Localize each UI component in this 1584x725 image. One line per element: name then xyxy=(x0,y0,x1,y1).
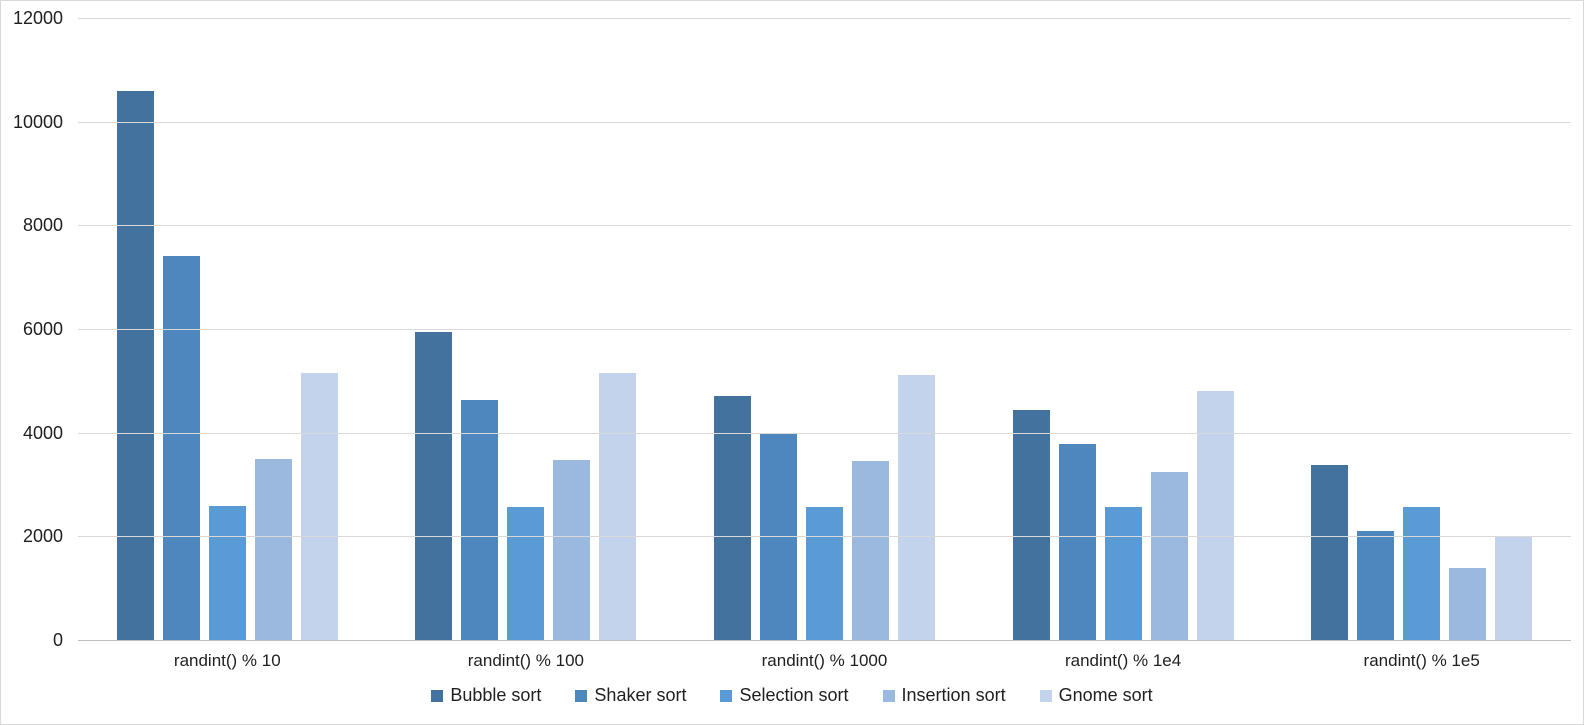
legend-marker-icon xyxy=(575,689,588,702)
x-axis-line xyxy=(78,640,1571,641)
x-tick-label: randint() % 1e4 xyxy=(1064,651,1182,670)
bar-group xyxy=(1272,18,1571,640)
y-tick-label: 6000 xyxy=(22,319,63,339)
bar xyxy=(553,460,591,640)
gridline xyxy=(78,121,1571,123)
legend-item: Selection sort xyxy=(720,685,849,706)
bar xyxy=(254,458,292,640)
bar xyxy=(1449,568,1487,640)
bar xyxy=(713,395,751,640)
legend-item-label: Gnome sort xyxy=(1058,685,1153,705)
legend-item-label: Insertion sort xyxy=(901,685,1006,705)
bar xyxy=(1495,535,1533,640)
y-tick-label: 0 xyxy=(52,630,63,650)
legend-item-label: Selection sort xyxy=(739,685,849,705)
bar xyxy=(415,332,453,640)
y-tick-label: 8000 xyxy=(22,215,63,236)
y-tick-label: 2000 xyxy=(22,526,63,547)
y-tick-label: 10000 xyxy=(12,111,63,132)
x-tick-label: randint() % 1e5 xyxy=(1363,651,1480,670)
bar xyxy=(507,506,545,640)
bar-group xyxy=(377,18,676,640)
x-tick-label: randint() % 100 xyxy=(467,651,584,670)
gridline xyxy=(78,432,1571,434)
bar xyxy=(1357,530,1395,640)
legend: Bubble sort Shaker sort Selection sort Inse… xyxy=(1,685,1583,706)
gridline xyxy=(78,536,1571,538)
bar xyxy=(1403,506,1441,640)
bar xyxy=(1311,464,1349,640)
bar xyxy=(851,461,889,640)
y-tick-label: 4000 xyxy=(22,422,63,443)
y-tick-label: 12000 xyxy=(12,8,63,28)
bar xyxy=(897,375,935,640)
bar xyxy=(1104,506,1142,640)
bar xyxy=(116,90,154,640)
bar xyxy=(1150,472,1188,640)
legend-item: Shaker sort xyxy=(575,685,686,706)
y-axis-labels: 0 2000 4000 6000 8000 10000 12000 xyxy=(1,8,63,650)
legend-item-label: Bubble sort xyxy=(450,685,542,705)
x-axis-labels: randint() % 10 randint() % 100 randint() %… xyxy=(78,651,1571,671)
bar xyxy=(300,372,338,640)
legend-item-label: Shaker sort xyxy=(594,685,687,705)
gridline xyxy=(78,18,1571,19)
plot-area xyxy=(78,18,1571,641)
legend-item: Bubble sort xyxy=(431,685,541,706)
bar xyxy=(162,255,200,640)
bar-groups xyxy=(78,18,1571,640)
bar-group xyxy=(78,18,377,640)
bar xyxy=(461,399,499,640)
legend-marker-icon xyxy=(431,689,444,702)
bar xyxy=(1196,390,1234,640)
bar xyxy=(208,506,246,640)
bar xyxy=(599,372,637,640)
legend-marker-icon xyxy=(882,689,895,702)
x-tick-label: randint() % 1000 xyxy=(761,651,888,670)
legend-item: Gnome sort xyxy=(1039,685,1153,706)
gridline xyxy=(78,225,1571,227)
x-tick-label: randint() % 10 xyxy=(173,651,281,670)
legend-marker-icon xyxy=(720,689,733,702)
bar-group xyxy=(974,18,1273,640)
bar xyxy=(1058,444,1096,640)
legend-item: Insertion sort xyxy=(882,685,1006,706)
bar xyxy=(1012,409,1050,640)
gridline xyxy=(78,329,1571,330)
legend-marker-icon xyxy=(1039,689,1052,702)
bar xyxy=(805,506,843,640)
